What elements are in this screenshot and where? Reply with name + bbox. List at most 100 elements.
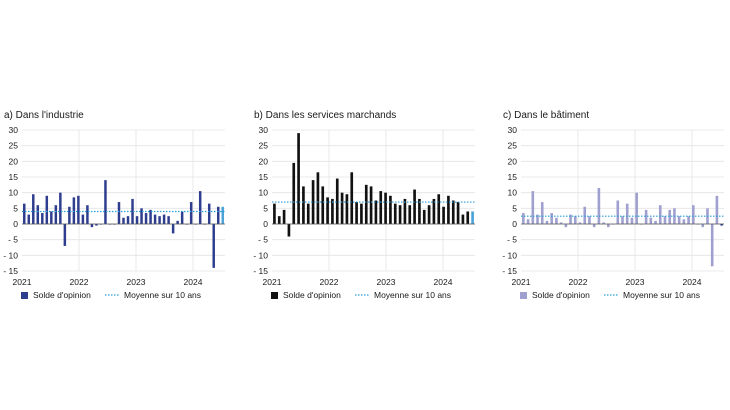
bar [616,200,620,224]
bar [63,224,67,246]
bar [153,214,157,224]
bar [50,211,53,224]
bar [442,206,445,224]
bar [403,198,407,224]
bar [216,206,220,224]
bar [316,172,320,224]
bar [545,220,549,224]
bar [471,211,474,224]
chart-panel-1: a) Dans l'industrie 30 25 20 15 10 5 0 - 5 - 10 - … [3,110,225,300]
legend-label-bars: Solde d'opinion [283,290,341,300]
bar [573,216,577,224]
bar [326,197,329,224]
bar [104,180,107,224]
y-tick-label: 25 [9,141,19,151]
y-tick-label: 30 [259,125,269,135]
bar [588,216,591,224]
bar [144,213,148,224]
bar [126,216,130,224]
bar [41,213,44,224]
bar [379,191,383,224]
bar [437,194,441,224]
bar [621,216,624,224]
legend-label-mean: Moyenne sur 10 ans [124,290,201,300]
y-tick-label: 0 [512,219,517,229]
bar [131,198,134,224]
y-tick-label: 10 [9,188,19,198]
bar [158,216,161,224]
x-tick-label: 2021 [13,277,32,287]
bar [654,220,657,224]
bar [536,214,539,224]
x-tick-label: 2024 [434,277,453,287]
y-tick-label: 10 [508,188,518,198]
bar [451,200,455,224]
chart-title: c) Dans le bâtiment [503,110,589,121]
bar [23,203,26,224]
bar [135,216,139,224]
y-tick-label: - 5 [507,235,517,245]
y-tick-label: - 10 [3,250,18,260]
y-tick-label: 5 [512,203,517,213]
bar [692,205,695,224]
y-tick-label: 25 [259,141,269,151]
legend-swatch-bars [271,292,278,299]
bar [36,205,40,224]
y-tick-label: 20 [508,156,518,166]
bar [292,162,296,224]
bar [27,214,31,224]
legend-label-mean: Moyenne sur 10 ans [623,290,700,300]
bar [418,198,421,224]
bar [335,178,339,224]
bar [427,205,431,224]
bar [522,213,525,224]
y-tick-label: 20 [259,156,269,166]
bar [72,197,76,224]
bar [607,224,610,228]
y-tick-label: - 15 [502,266,517,276]
bar [663,216,667,224]
x-tick-label: 2021 [263,277,282,287]
bar [649,217,653,224]
x-tick-label: 2022 [70,277,89,287]
bar [466,211,470,224]
bar [86,205,89,224]
x-tick-label: 2022 [320,277,339,287]
bar [162,214,166,224]
bar [117,202,121,224]
y-tick-label: - 5 [258,235,268,245]
bar [207,203,211,224]
bar [715,195,719,224]
bar [180,211,184,224]
bar [569,214,572,224]
y-tick-label: 15 [259,172,269,182]
y-tick-label: - 15 [3,266,18,276]
bar [189,202,193,224]
y-tick-label: - 10 [253,250,268,260]
y-tick-label: 5 [263,203,268,213]
bar [597,187,601,224]
bar [171,224,175,234]
bar [677,216,681,224]
bar [81,214,85,224]
bar [398,205,402,224]
bar [658,205,662,224]
bar [68,206,71,224]
chart-panel-3: c) Dans le bâtiment 30 25 20 15 10 5 0 - 5 - 10 - … [502,110,724,300]
bar [583,206,587,224]
bar [526,219,530,224]
x-tick-label: 2024 [184,277,203,287]
legend-label-bars: Solde d'opinion [532,290,590,300]
legend-swatch-bars [520,292,527,299]
bar [550,213,553,224]
bar [77,195,80,224]
bar [668,209,672,224]
bar [687,216,690,224]
bar [212,224,215,268]
bar [350,172,354,224]
chart-title: b) Dans les services marchands [254,110,396,121]
x-tick-label: 2021 [512,277,531,287]
y-tick-label: 30 [508,125,518,135]
bar [564,224,568,228]
bar [374,200,378,224]
